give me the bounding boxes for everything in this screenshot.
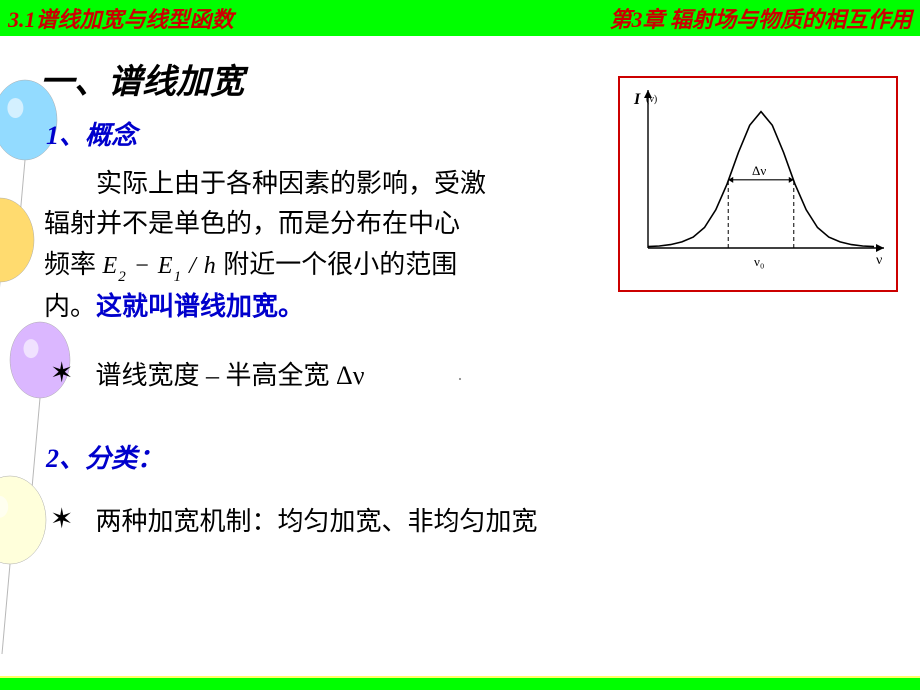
svg-text:I: I	[633, 91, 641, 108]
para-line4: 内。这就叫谱线加宽。	[44, 287, 604, 327]
bullet1-text: 谱线宽度 – 半高全宽 Δν	[95, 355, 364, 392]
star-icon: ✶	[50, 502, 73, 536]
paragraph-concept: 实际上由于各种因素的影响，受激 辐射并不是单色的，而是分布在中心 频率 E2 −…	[44, 164, 604, 327]
para-line4-blue: 这就叫谱线加宽。	[96, 292, 304, 321]
header-left: 3.1谱线加宽与线型函数	[8, 2, 234, 34]
footer-bar	[0, 676, 920, 690]
header-bar: 3.1谱线加宽与线型函数 第3章 辐射场与物质的相互作用	[0, 0, 920, 36]
para-line3b: 附近一个很小的范围	[217, 250, 458, 279]
svg-text:ν: ν	[876, 253, 882, 268]
formula-e2e1h: E2 − E1 / h	[103, 253, 217, 279]
svg-text:(ν): (ν)	[646, 94, 657, 105]
para-line1: 实际上由于各种因素的影响，受激	[44, 164, 604, 204]
bullet2-text: 两种加宽机制：均匀加宽、非均匀加宽	[95, 501, 537, 538]
para-line4a: 内。	[44, 292, 96, 321]
lineshape-chart: I (ν) ν ν₀ Δν	[618, 76, 898, 292]
subheading-2: 2、分类：	[46, 438, 890, 475]
para-line3: 频率 E2 − E1 / h 附近一个很小的范围	[44, 245, 604, 287]
svg-text:ν₀: ν₀	[754, 254, 764, 269]
delta-nu-symbol: Δν	[336, 361, 364, 390]
star-icon: ✶	[50, 356, 73, 390]
bullet-types: ✶ 两种加宽机制：均匀加宽、非均匀加宽	[50, 501, 890, 538]
para-line2: 辐射并不是单色的，而是分布在中心	[44, 204, 604, 244]
chart-svg: I (ν) ν ν₀ Δν	[620, 78, 896, 290]
svg-text:Δν: Δν	[752, 163, 766, 178]
para-line3a: 频率	[44, 250, 103, 279]
header-right: 第3章 辐射场与物质的相互作用	[609, 2, 912, 34]
bullet-fwhm: ✶ 谱线宽度 – 半高全宽 Δν	[50, 355, 890, 392]
